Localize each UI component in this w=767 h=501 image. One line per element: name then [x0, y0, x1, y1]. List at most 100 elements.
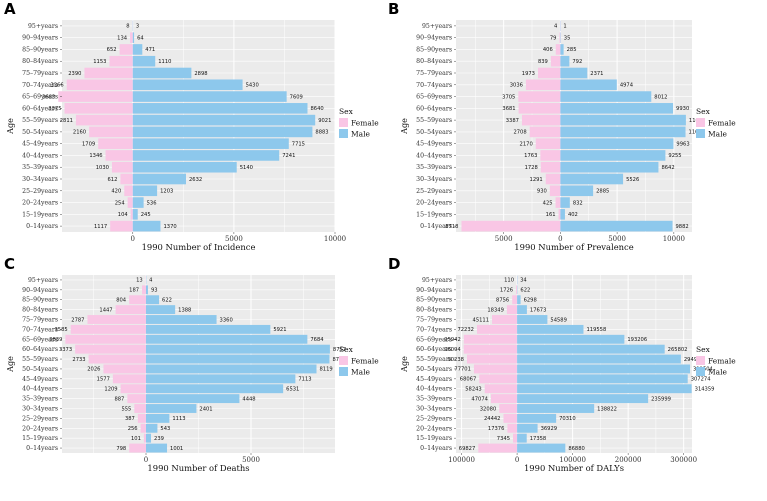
data-label-female: 555	[121, 406, 131, 412]
bar-female	[66, 79, 133, 91]
legend-label-male: Male	[708, 130, 728, 139]
y-tick-label: 85–90years	[416, 297, 452, 304]
bar-female	[140, 423, 146, 433]
bar-male	[132, 185, 158, 197]
data-label-male: 9963	[676, 141, 689, 147]
data-label-female: 45111	[473, 317, 490, 323]
data-label-female: 79	[550, 35, 557, 41]
legend-swatch-male	[339, 129, 348, 138]
data-label-female: 1728	[525, 165, 538, 171]
data-label-female: 1291	[530, 177, 543, 183]
y-tick-label: 40–44years	[416, 152, 452, 159]
data-label-female: 3387	[506, 118, 519, 124]
data-label-female: 134	[117, 35, 128, 41]
bar-female	[112, 374, 146, 384]
data-label-male: 9882	[676, 224, 689, 230]
bar-female	[130, 209, 133, 220]
y-tick-label: 95+years	[422, 277, 452, 284]
data-label-male: 2371	[590, 71, 603, 77]
data-label-female: 1153	[93, 59, 106, 65]
bar-male	[132, 79, 243, 91]
y-tick-label: 15–19years	[22, 435, 58, 442]
data-label-female: 1763	[524, 153, 537, 159]
x-tick-label: 100000	[559, 456, 586, 464]
data-label-male: 7684	[310, 337, 324, 343]
data-label-male: 9255	[668, 153, 681, 159]
data-label-male: 86880	[568, 446, 585, 452]
panel-a: A 1117 1370 0–14years 104 245 15–19years 254 536…	[4, 0, 379, 252]
bar-male	[517, 384, 692, 394]
bar-female	[525, 79, 561, 91]
data-label-female: 3681	[502, 106, 515, 112]
data-label-male: 3360	[220, 317, 233, 323]
bar-female	[75, 344, 146, 354]
data-label-male: 4448	[242, 396, 255, 402]
data-label-female: 187	[129, 288, 139, 294]
bar-female	[64, 103, 133, 114]
bar-female	[550, 55, 561, 67]
data-label-female: 839	[538, 59, 548, 65]
panel-letter: D	[388, 255, 400, 273]
bar-female	[65, 334, 146, 344]
y-tick-label: 0–14years	[420, 223, 452, 230]
y-tick-label: 60–64years	[416, 346, 452, 353]
bar-male	[517, 394, 649, 404]
bar-male	[560, 138, 674, 149]
bar-male	[560, 185, 594, 197]
data-label-female: 2811	[60, 118, 73, 124]
y-tick-label: 40–44years	[416, 386, 452, 393]
bar-male	[560, 44, 564, 55]
bar-female	[70, 324, 146, 334]
bar-female	[555, 197, 561, 208]
data-label-female: 3683	[42, 94, 55, 100]
data-label-male: 314359	[695, 387, 715, 393]
data-label-female: 2026	[87, 367, 100, 373]
data-label-male: 138822	[597, 406, 617, 412]
y-tick-label: 60–64years	[416, 105, 452, 112]
plot-background	[62, 20, 335, 232]
data-label-female: 24442	[484, 416, 501, 422]
y-tick-label: 50–54years	[416, 129, 452, 136]
bar-female	[537, 67, 561, 79]
data-label-male: 536	[147, 200, 157, 206]
bar-male	[560, 161, 659, 173]
data-label-female: 2733	[72, 357, 85, 363]
bar-male	[146, 305, 176, 315]
panel-letter: A	[4, 0, 16, 18]
y-axis-title: Age	[400, 356, 409, 373]
y-tick-label: 0–14years	[26, 445, 58, 452]
bar-male	[146, 413, 170, 423]
legend-swatch-female	[696, 356, 705, 365]
data-label-male: 2898	[194, 71, 207, 77]
data-label-female: 68067	[460, 377, 477, 383]
bar-male	[132, 114, 316, 126]
data-label-female: 1346	[89, 153, 102, 159]
bar-male	[560, 55, 570, 67]
bar-female	[521, 114, 561, 126]
y-tick-label: 40–44years	[22, 386, 58, 393]
panel-letter: C	[4, 255, 15, 273]
y-tick-label: 70–74years	[416, 326, 452, 333]
y-tick-label: 95+years	[28, 277, 58, 284]
bar-female	[535, 138, 561, 149]
x-tick-label: 0	[131, 235, 135, 243]
legend-swatch-male	[696, 129, 705, 138]
y-axis-title: Age	[6, 118, 15, 135]
y-tick-label: 45–49years	[416, 376, 452, 383]
data-label-male: 622	[162, 298, 172, 304]
bar-female	[518, 103, 561, 114]
bar-male	[132, 126, 313, 138]
legend-title: Sex	[696, 345, 711, 354]
y-tick-label: 15–19years	[416, 211, 452, 218]
data-label-female: 96094	[444, 347, 461, 353]
y-tick-label: 75–79years	[22, 70, 58, 77]
x-tick-label: 5000	[495, 235, 513, 243]
data-label-male: 193206	[627, 337, 647, 343]
x-tick-label: 0	[515, 456, 519, 464]
bar-female	[529, 126, 561, 138]
data-label-male: 119558	[586, 327, 606, 333]
y-tick-label: 30–34years	[416, 406, 452, 413]
data-label-female: 1209	[104, 387, 117, 393]
data-label-female: 3373	[59, 347, 72, 353]
data-label-female: 72232	[457, 327, 474, 333]
